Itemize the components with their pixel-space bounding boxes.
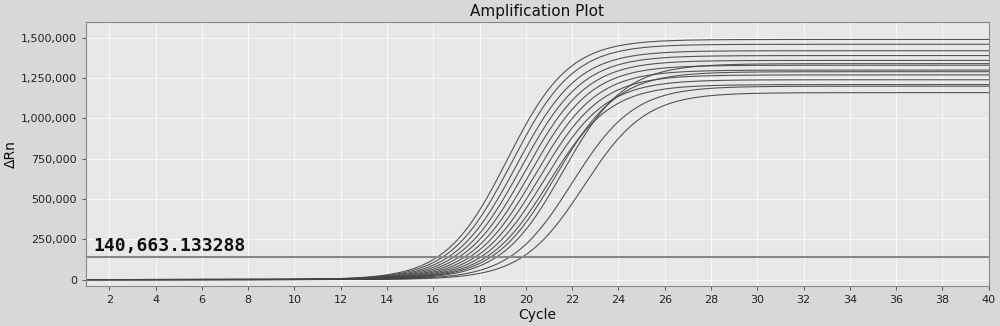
Y-axis label: ΔRn: ΔRn [4,140,18,168]
Title: Amplification Plot: Amplification Plot [470,4,604,19]
X-axis label: Cycle: Cycle [518,308,556,322]
Text: 140,663.133288: 140,663.133288 [93,237,245,255]
